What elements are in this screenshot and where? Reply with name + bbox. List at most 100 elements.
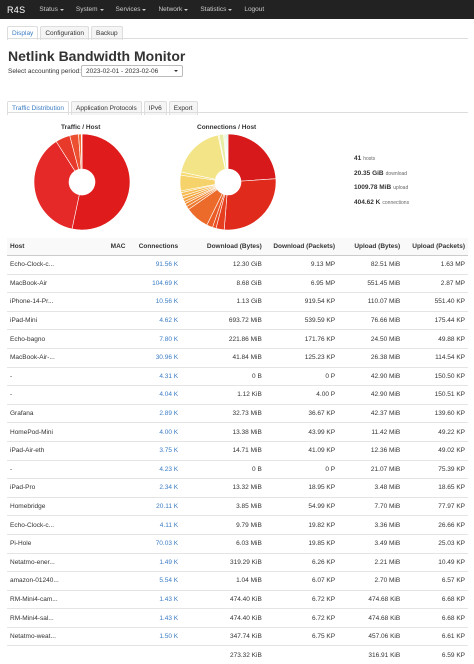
brand-logo[interactable]: R4S [7,5,25,15]
host-cell: RM-Mini4-cam... [7,590,83,609]
column-header-download-packets[interactable]: Download (Packets) [265,238,338,256]
connections-cell[interactable]: 4.23 K [128,460,181,479]
upload-bytes-cell: 82.51 MiB [338,256,403,275]
connections-cell[interactable]: 1.43 K [128,590,181,609]
download-packets-cell: 9.13 MP [265,256,338,275]
host-cell: - [7,460,83,479]
connections-cell[interactable]: 5.54 K [128,572,181,591]
download-packets-cell: 6.72 KP [265,609,338,628]
connections-cell[interactable]: 4.11 K [128,516,181,535]
upload-bytes-cell: 26.38 MiB [338,348,403,367]
pie-slice[interactable] [228,134,276,181]
column-header-download-bytes[interactable]: Download (Bytes) [181,238,265,256]
download-packets-cell: 6.75 KP [265,627,338,646]
connections-cell[interactable]: 2.89 K [128,404,181,423]
mac-cell [83,479,128,498]
connections-cell[interactable]: 2.34 K [128,479,181,498]
tab-divider [7,38,468,39]
connections-cell[interactable]: 20.11 K [128,497,181,516]
column-header-upload-packets[interactable]: Upload (Packets) [403,238,468,256]
host-cell: Netatmo-weat... [7,627,83,646]
connections-cell[interactable]: 10.56 K [128,293,181,312]
download-packets-cell: 919.54 KP [265,293,338,312]
host-cell: iPhone-14-Pr... [7,293,83,312]
connections-cell[interactable]: 91.56 K [128,256,181,275]
download-packets-cell: 4.00 P [265,386,338,405]
connections-cell[interactable]: 1.43 K [128,609,181,628]
pie-slice[interactable] [181,135,225,179]
connections-cell[interactable]: 4.62 K [128,311,181,330]
menu-statistics[interactable]: Statistics [200,6,232,13]
upload-bytes-cell: 3.36 MiB [338,516,403,535]
mac-cell [83,441,128,460]
column-header-connections[interactable]: Connections [128,238,181,256]
download-bytes-cell: 1.13 GiB [181,293,265,312]
column-header-upload-bytes[interactable]: Upload (Bytes) [338,238,403,256]
connections-cell[interactable]: 4.31 K [128,367,181,386]
upload-packets-cell: 25.03 KP [403,534,468,553]
download-bytes-cell: 12.30 GiB [181,256,265,275]
column-header-host[interactable]: Host [7,238,83,256]
mac-cell [83,256,128,275]
host-cell: Pi-Hole [7,534,83,553]
download-packets-cell: 539.59 KP [265,311,338,330]
upload-bytes-cell: 2.70 MiB [338,572,403,591]
caret-down-icon [184,9,188,11]
download-packets-cell: 19.85 KP [265,534,338,553]
mac-cell [83,590,128,609]
connections-cell[interactable]: 3.75 K [128,441,181,460]
stat-value: 1009.78 MiB [354,184,391,191]
connections-cell[interactable]: 1.50 K [128,627,181,646]
download-packets-cell: 6.95 MP [265,274,338,293]
connections-cell[interactable]: 4.00 K [128,423,181,442]
download-bytes-cell: 474.40 KiB [181,590,265,609]
mac-cell [83,460,128,479]
mac-cell [83,293,128,312]
mac-cell [83,348,128,367]
upload-packets-cell: 150.50 KP [403,367,468,386]
stat-unit: download [386,171,407,177]
download-bytes-cell: 221.86 MiB [181,330,265,349]
mac-cell [83,311,128,330]
connections-cell[interactable]: 7.80 K [128,330,181,349]
connections-cell[interactable]: 1.49 K [128,553,181,572]
menu-system[interactable]: System [76,6,104,13]
period-value: 2023-02-01 - 2023-02-06 [86,68,158,75]
download-packets-cell: 0 P [265,367,338,386]
menu-status[interactable]: Status [39,6,63,13]
connections-cell[interactable] [128,646,181,664]
connections-cell[interactable]: 4.04 K [128,386,181,405]
mac-cell [83,274,128,293]
download-bytes-cell: 347.74 KiB [181,627,265,646]
column-header-mac[interactable]: MAC [83,238,128,256]
download-bytes-cell: 13.32 MiB [181,479,265,498]
host-cell: - [7,367,83,386]
download-packets-cell: 19.82 KP [265,516,338,535]
upload-bytes-cell: 3.48 MiB [338,479,403,498]
menu-services[interactable]: Services [116,6,147,13]
connections-cell[interactable]: 104.69 K [128,274,181,293]
caret-down-icon [142,9,146,11]
host-cell: RM-Mini4-sal... [7,609,83,628]
stat-value: 41 [354,155,361,162]
connections-cell[interactable]: 30.96 K [128,348,181,367]
upload-bytes-cell: 551.45 MiB [338,274,403,293]
menu-network[interactable]: Network [158,6,188,13]
download-bytes-cell: 319.29 KiB [181,553,265,572]
menu-logout[interactable]: Logout [244,6,264,13]
connections-cell[interactable]: 70.03 K [128,534,181,553]
top-navbar: R4S Status System Services Network Statistic… [0,0,474,19]
upload-bytes-cell: 474.68 KiB [338,590,403,609]
host-cell: iPad-Mini [7,311,83,330]
period-select[interactable]: 2023-02-01 - 2023-02-06 [81,65,183,77]
download-packets-cell [265,646,338,664]
upload-packets-cell: 77.97 KP [403,497,468,516]
pie-slice[interactable] [224,179,276,230]
mac-cell [83,423,128,442]
upload-bytes-cell: 11.42 MiB [338,423,403,442]
